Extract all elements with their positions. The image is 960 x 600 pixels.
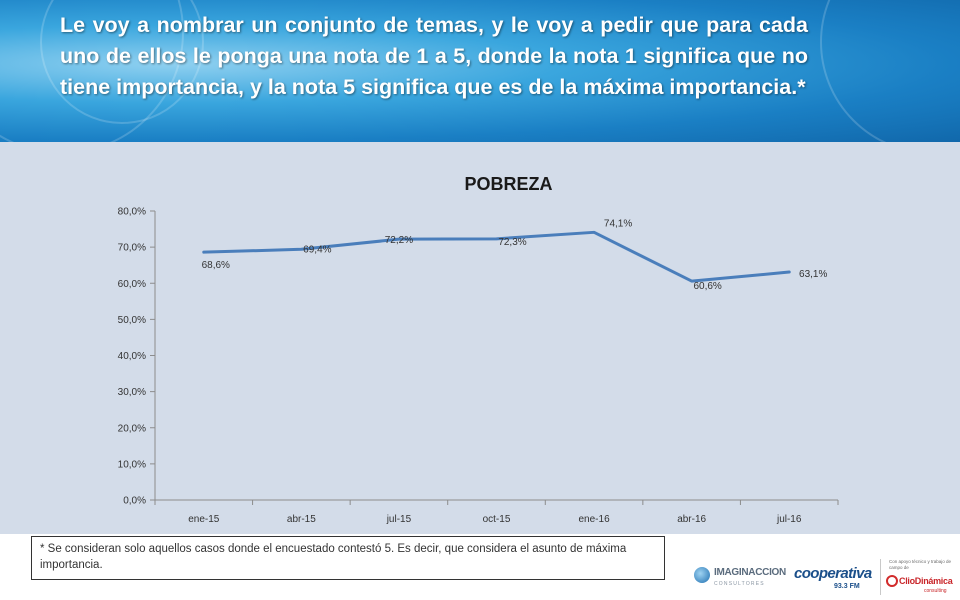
y-tick-label: 10,0% bbox=[118, 459, 146, 470]
line-chart: POBREZA 0,0% 10,0% 20,0% 30,0% 40,0% 50,0% 60,0… bbox=[118, 174, 839, 525]
cliodinamica-logo-subtitle: consulting bbox=[924, 588, 947, 594]
y-tick-label: 30,0% bbox=[118, 387, 146, 398]
cliodinamica-logo: ClioDinámica bbox=[899, 576, 953, 586]
imaginacion-logo: IMAGINACCION bbox=[714, 567, 786, 578]
sponsor-logos: IMAGINACCION CONSULTORES cooperativa 93.… bbox=[684, 553, 960, 600]
logo-divider bbox=[880, 559, 881, 595]
data-label: 68,6% bbox=[202, 260, 230, 271]
x-tick-label: jul-15 bbox=[386, 514, 412, 525]
y-tick-label: 50,0% bbox=[118, 315, 146, 326]
header-banner: Le voy a nombrar un conjunto de temas, y… bbox=[0, 0, 960, 142]
data-label: 60,6% bbox=[693, 281, 721, 292]
x-tick-label: oct-15 bbox=[483, 514, 511, 525]
cliodinamica-mark-icon bbox=[886, 575, 898, 587]
y-tick-label: 80,0% bbox=[118, 207, 146, 218]
y-tick-label: 70,0% bbox=[118, 243, 146, 254]
y-tick-label: 40,0% bbox=[118, 351, 146, 362]
chart-title: POBREZA bbox=[464, 174, 552, 194]
y-tick-label: 0,0% bbox=[123, 496, 146, 507]
data-label: 72,2% bbox=[385, 235, 413, 246]
question-title: Le voy a nombrar un conjunto de temas, y… bbox=[60, 13, 808, 99]
data-label: 74,1% bbox=[604, 218, 632, 229]
data-label: 63,1% bbox=[799, 269, 827, 280]
x-tick-label: jul-16 bbox=[776, 514, 802, 525]
x-tick-label: ene-15 bbox=[188, 514, 220, 525]
y-tick-label: 60,0% bbox=[118, 279, 146, 290]
footnote: * Se consideran solo aquellos casos dond… bbox=[31, 536, 665, 580]
imaginacion-globe-icon bbox=[694, 567, 710, 583]
data-label: 72,3% bbox=[498, 237, 526, 248]
chart-panel: POBREZA 0,0% 10,0% 20,0% 30,0% 40,0% 50,0% 60,0… bbox=[0, 142, 960, 534]
cliodinamica-intro-text: Con apoyo técnico y trabajo de campo de bbox=[889, 559, 952, 570]
imaginacion-logo-subtitle: CONSULTORES bbox=[714, 581, 765, 587]
header-decoration bbox=[820, 0, 960, 142]
series-line bbox=[202, 230, 791, 283]
cooperativa-logo: cooperativa bbox=[794, 565, 872, 582]
y-tick-label: 20,0% bbox=[118, 423, 146, 434]
data-label: 69,4% bbox=[303, 244, 331, 255]
x-tick-label: abr-15 bbox=[287, 514, 316, 525]
x-tick-label: ene-16 bbox=[579, 514, 611, 525]
x-tick-label: abr-16 bbox=[677, 514, 706, 525]
cooperativa-frequency: 93.3 FM bbox=[834, 583, 860, 590]
